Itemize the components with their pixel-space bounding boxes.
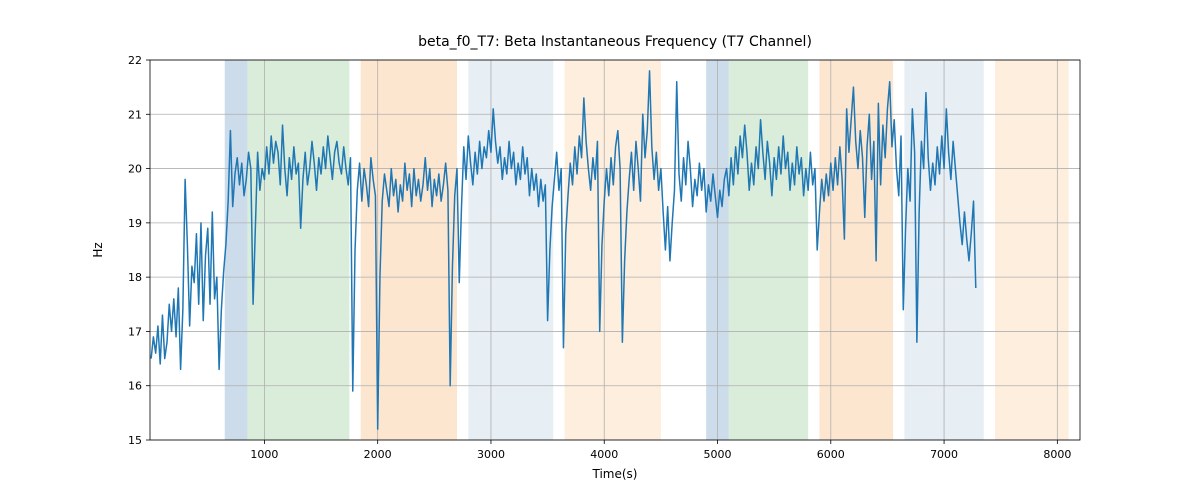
y-tick-label: 20 [128, 163, 142, 176]
y-tick-label: 19 [128, 217, 142, 230]
y-tick-label: 22 [128, 54, 142, 67]
x-tick-label: 7000 [930, 448, 958, 461]
x-tick-label: 4000 [590, 448, 618, 461]
y-tick-label: 17 [128, 325, 142, 338]
band [247, 60, 349, 440]
band [729, 60, 808, 440]
y-tick-label: 16 [128, 380, 142, 393]
band [468, 60, 553, 440]
band [565, 60, 661, 440]
x-axis-label: Time(s) [592, 467, 638, 481]
chart-container: 1000 2000 3000 4000 5000 6000 7000 8000 15 16 17 18… [0, 0, 1200, 500]
x-tick-label: 6000 [817, 448, 845, 461]
x-tick-label: 1000 [250, 448, 278, 461]
beta-frequency-chart: 1000 2000 3000 4000 5000 6000 7000 8000 15 16 17 18… [0, 0, 1200, 500]
y-tick-label: 15 [128, 434, 142, 447]
y-tick-label: 18 [128, 271, 142, 284]
x-tick-label: 8000 [1043, 448, 1071, 461]
chart-title: beta_f0_T7: Beta Instantaneous Frequency… [418, 34, 812, 50]
x-tick-label: 3000 [477, 448, 505, 461]
x-tick-label: 5000 [704, 448, 732, 461]
band [225, 60, 248, 440]
x-tick-label: 2000 [364, 448, 392, 461]
band [361, 60, 457, 440]
y-tick-label: 21 [128, 108, 142, 121]
y-axis-label: Hz [91, 242, 105, 257]
